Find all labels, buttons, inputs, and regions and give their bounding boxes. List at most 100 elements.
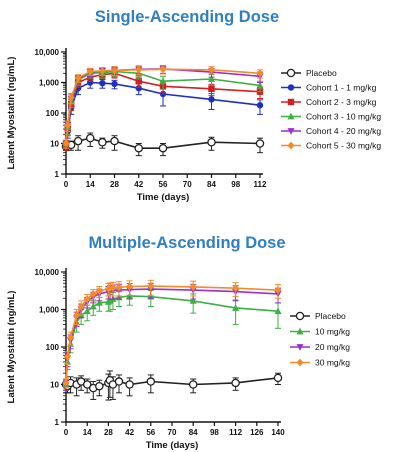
series-line: [65, 295, 279, 385]
x-tick-label: 14: [86, 180, 95, 189]
legend-marker: [287, 128, 295, 135]
legend-label: 10 mg/kg: [315, 327, 350, 337]
y-tick-label: 10,000: [35, 268, 60, 277]
data-point: [207, 75, 216, 82]
legend-label: 30 mg/kg: [315, 358, 350, 368]
data-point: [207, 66, 216, 74]
data-point: [135, 78, 142, 85]
y-axis-label: Latent Myostatin (ng/mL): [6, 57, 17, 170]
legend-marker: [287, 112, 295, 120]
data-point: [146, 377, 156, 386]
data-point: [273, 373, 283, 383]
x-tick-label: 56: [159, 180, 168, 189]
x-tick-label: 28: [104, 428, 113, 437]
x-axis-label: Time (days): [137, 192, 190, 203]
y-tick-label: 100: [46, 109, 60, 118]
data-point: [110, 136, 119, 146]
legend-marker: [295, 311, 305, 321]
chart-title: Multiple-Ascending Dose: [88, 234, 285, 252]
data-point: [134, 143, 143, 153]
data-point: [188, 380, 198, 389]
data-point: [256, 81, 264, 89]
series-1: [62, 289, 282, 391]
data-point: [147, 282, 155, 290]
y-axis-label: Latent Myostatin (ng/mL): [6, 291, 17, 404]
data-point: [95, 381, 104, 391]
x-tick-label: 84: [189, 428, 198, 437]
x-tick-label: 0: [64, 180, 69, 189]
data-point: [256, 69, 264, 78]
legend-label: Cohort 1 - 1 mg/kg: [306, 83, 377, 93]
x-axis-label: Time (days): [146, 440, 199, 451]
legend-label: Cohort 4 - 20 mg/kg: [306, 126, 381, 136]
x-tick-label: 112: [229, 428, 242, 437]
y-tick-label: 1: [55, 170, 60, 179]
data-point: [67, 333, 75, 342]
data-point: [274, 307, 282, 315]
data-point: [208, 96, 215, 103]
data-point: [82, 380, 92, 389]
legend-marker: [287, 141, 295, 150]
data-point: [256, 102, 264, 109]
data-point: [73, 311, 81, 320]
data-point: [110, 66, 119, 75]
y-tick-label: 1: [55, 418, 60, 427]
data-point: [62, 139, 70, 148]
data-point: [109, 283, 117, 292]
data-point: [83, 307, 91, 315]
x-tick-label: 28: [110, 180, 119, 189]
x-tick-label: 70: [168, 428, 177, 437]
data-point: [159, 77, 167, 85]
legend-marker: [286, 68, 296, 78]
data-point: [135, 66, 143, 74]
legend-label: Cohort 3 - 10 mg/kg: [306, 112, 381, 122]
data-point: [111, 80, 118, 88]
data-point: [98, 137, 107, 147]
series-0: [61, 370, 283, 401]
data-point: [74, 74, 82, 82]
data-point: [63, 352, 72, 361]
legend-marker: [296, 344, 304, 351]
legend-label: Cohort 2 - 3 mg/kg: [306, 97, 377, 107]
series-0: [61, 132, 265, 157]
x-tick-label: 14: [83, 428, 92, 437]
legend-label: Placebo: [315, 311, 346, 321]
chart-1: Single-Ascending Dose 1 10 100 1,000 10,000 0 1…: [6, 8, 381, 203]
legend-marker: [287, 84, 295, 91]
data-point: [135, 85, 142, 92]
series-5: [62, 65, 264, 149]
data-point: [255, 139, 265, 148]
data-point: [274, 286, 282, 294]
legend-marker: [287, 98, 295, 106]
data-point: [158, 143, 168, 153]
y-tick-label: 10: [50, 381, 59, 390]
data-point: [83, 295, 91, 303]
data-point: [67, 93, 75, 102]
data-point: [77, 302, 85, 311]
data-point: [114, 377, 124, 386]
data-point: [126, 282, 134, 291]
x-tick-label: 140: [271, 428, 285, 437]
chart-title: Single-Ascending Dose: [95, 8, 279, 26]
data-point: [64, 121, 72, 129]
x-tick-label: 56: [146, 428, 155, 437]
chart-2: Multiple-Ascending Dose 1 10 100 1,000 10,000…: [6, 234, 350, 451]
data-point: [232, 304, 240, 311]
data-point: [115, 283, 123, 292]
data-point: [89, 290, 97, 298]
x-tick-label: 42: [134, 180, 143, 189]
data-point: [125, 380, 134, 389]
data-point: [232, 284, 240, 293]
data-point: [106, 297, 114, 304]
data-point: [86, 133, 95, 143]
data-point: [86, 67, 94, 76]
legend-marker: [296, 358, 304, 367]
x-tick-label: 112: [254, 180, 267, 189]
data-point: [189, 297, 197, 304]
data-point: [73, 136, 83, 146]
data-point: [207, 137, 216, 147]
legend-label: Placebo: [306, 68, 337, 78]
x-tick-label: 84: [207, 180, 216, 189]
x-tick-label: 98: [231, 180, 240, 189]
data-point: [159, 90, 167, 98]
